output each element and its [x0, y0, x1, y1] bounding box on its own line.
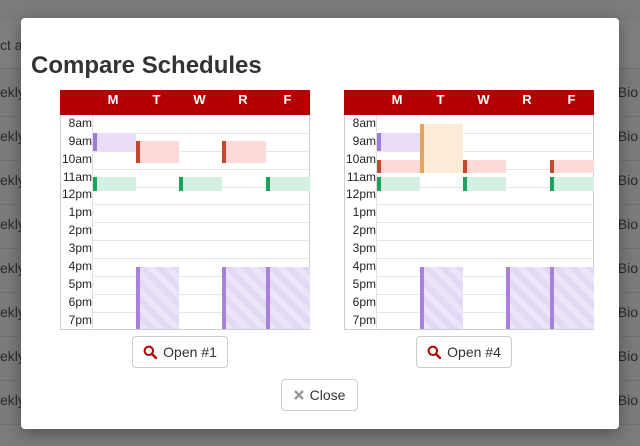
grid-line: [376, 151, 593, 152]
search-icon: [427, 345, 442, 359]
hour-label: 4pm: [352, 259, 376, 273]
class-block[interactable]: [420, 267, 463, 329]
modal-title: Compare Schedules: [31, 52, 262, 79]
grid-line: [92, 240, 309, 241]
grid-line: [376, 294, 593, 295]
class-block[interactable]: [377, 160, 420, 173]
open-schedule-1-button[interactable]: Open #1: [132, 336, 228, 368]
grid-line: [92, 258, 309, 259]
hour-label: 6pm: [352, 295, 376, 309]
schedule-days-header: M T W R F: [60, 90, 310, 115]
grid-line: [92, 222, 309, 223]
hour-label: 10am: [345, 152, 376, 166]
class-block[interactable]: [222, 267, 266, 329]
class-block[interactable]: [136, 141, 179, 163]
hour-label: 8am: [352, 116, 376, 130]
grid-line: [92, 151, 309, 152]
class-block[interactable]: [463, 177, 506, 191]
grid-line: [92, 312, 309, 313]
class-block[interactable]: [550, 177, 594, 191]
grid-line: [376, 258, 593, 259]
schedule-4: M T W R F 8am 9am 10am 11am 12pm 1pm 2p: [344, 90, 594, 330]
class-block[interactable]: [266, 267, 310, 329]
schedule-grid: 8am 9am 10am 11am 12pm 1pm 2pm 3pm 4pm 5…: [344, 115, 594, 330]
open-schedule-4-label: Open #4: [447, 344, 501, 360]
hour-label: 10am: [61, 152, 92, 166]
class-block[interactable]: [136, 267, 179, 329]
class-block[interactable]: [377, 133, 420, 151]
grid-line: [376, 222, 593, 223]
hour-label: 1pm: [352, 205, 376, 219]
day-label: W: [477, 92, 490, 107]
grid-line: [376, 276, 593, 277]
class-block[interactable]: [463, 160, 506, 173]
class-block[interactable]: [377, 177, 420, 191]
hour-label: 3pm: [352, 241, 376, 255]
hour-label: 12pm: [61, 187, 92, 201]
schedule-grid: 8am 9am 10am 11am 12pm 1pm 2pm 3pm 4pm 5…: [60, 115, 310, 330]
hour-label: 6pm: [68, 295, 92, 309]
grid-line: [92, 276, 309, 277]
hour-label: 9am: [68, 134, 92, 148]
hour-label: 3pm: [68, 241, 92, 255]
grid-line: [376, 204, 593, 205]
class-block[interactable]: [93, 177, 136, 191]
day-label: W: [193, 92, 206, 107]
day-label: F: [283, 92, 292, 107]
hour-label: 11am: [62, 170, 92, 184]
hour-label: 1pm: [68, 205, 92, 219]
schedule-days-header: M T W R F: [344, 90, 594, 115]
day-label: M: [107, 92, 119, 107]
grid-line: [92, 133, 309, 134]
class-block[interactable]: [266, 177, 310, 191]
open-schedule-4-button[interactable]: Open #4: [416, 336, 512, 368]
grid-line: [92, 204, 309, 205]
hour-label: 11am: [346, 170, 376, 184]
class-block[interactable]: [179, 177, 222, 191]
open-schedule-1-label: Open #1: [163, 344, 217, 360]
class-block[interactable]: [550, 267, 594, 329]
day-label: F: [567, 92, 576, 107]
hour-label: 7pm: [68, 313, 92, 327]
schedule-1: M T W R F 8am 9am 10am 11am 12pm 1pm 2p: [60, 90, 310, 330]
day-label: T: [436, 92, 445, 107]
close-icon: [293, 390, 304, 400]
day-label: R: [522, 92, 532, 107]
grid-line: [376, 240, 593, 241]
day-label: R: [238, 92, 248, 107]
hour-label: 12pm: [345, 187, 376, 201]
class-block[interactable]: [222, 141, 266, 163]
hour-label: 4pm: [68, 259, 92, 273]
class-block[interactable]: [506, 267, 550, 329]
search-icon: [143, 345, 158, 359]
hour-label: 9am: [352, 134, 376, 148]
hour-label: 8am: [68, 116, 92, 130]
hour-label: 5pm: [68, 277, 92, 291]
hour-label: 7pm: [352, 313, 376, 327]
compare-schedules-modal: Compare Schedules M T W R F 8am 9am 10am: [21, 18, 619, 429]
grid-line: [376, 133, 593, 134]
grid-line: [92, 294, 309, 295]
class-block[interactable]: [93, 133, 136, 151]
class-block[interactable]: [550, 160, 594, 173]
hour-label: 5pm: [352, 277, 376, 291]
close-button-label: Close: [309, 387, 346, 403]
day-label: M: [391, 92, 403, 107]
class-block[interactable]: [420, 124, 463, 173]
close-button[interactable]: Close: [281, 379, 358, 411]
day-label: T: [152, 92, 161, 107]
grid-line: [92, 169, 309, 170]
hour-label: 2pm: [68, 223, 92, 237]
hour-label: 2pm: [352, 223, 376, 237]
grid-line: [376, 312, 593, 313]
